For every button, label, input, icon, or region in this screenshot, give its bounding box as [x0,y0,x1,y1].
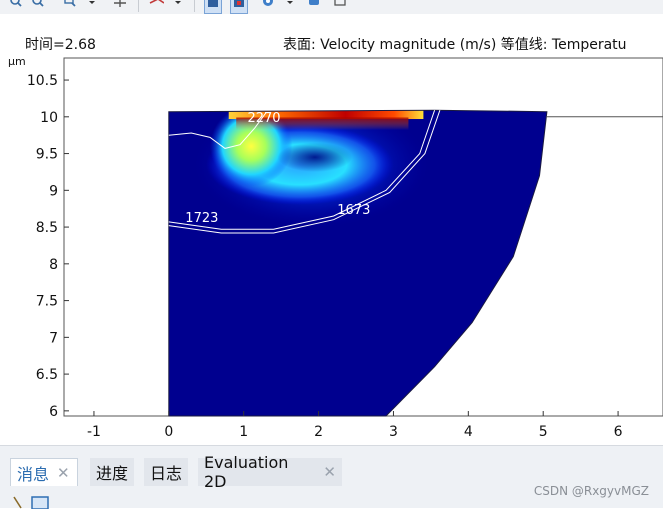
zoom-out-icon[interactable] [30,0,46,12]
temperature-contours: 2270 1723 1673 [168,110,441,234]
x-tick-label: 0 [164,424,173,440]
snapshot-icon[interactable] [306,0,322,12]
chevron-down-icon[interactable] [170,0,186,12]
grid-view-icon[interactable] [204,0,222,14]
contour-label: 1673 [337,203,370,218]
temperature-contour-line [168,110,441,234]
contour-label: 1723 [185,211,218,226]
x-tick-label: -1 [87,424,101,440]
y-tick-label: 10.5 [27,73,58,89]
brush-icon[interactable] [12,494,24,509]
y-tick-label: 7 [49,330,58,346]
time-label: 时间=2.68 [25,37,96,53]
x-tick-label: 3 [389,424,398,440]
contour-label: 2270 [247,111,280,126]
y-tick-label: 6 [49,404,58,420]
plot-toolbar [0,0,663,14]
y-tick-label: 8 [49,257,58,273]
plot-settings-icon[interactable] [230,0,248,14]
zoom-box-icon[interactable] [62,0,78,12]
y-tick-label: 7.5 [36,294,58,310]
close-icon[interactable]: ✕ [57,463,70,482]
scene-light-icon[interactable] [260,0,276,12]
tab-log[interactable]: 日志 [144,458,188,486]
y-tick-label: 9.5 [36,147,58,163]
x-tick-label: 5 [539,424,548,440]
y-tick-label: 10 [40,110,58,126]
plot-description: 表面: Velocity magnitude (m/s) 等值线: Temper… [283,37,627,53]
bottom-panel: 消息 ✕ 进度 日志 Evaluation 2D ✕ CSDN @RxgyvMG… [0,445,663,510]
x-tick-label: 4 [464,424,473,440]
x-tick-label: 6 [614,424,623,440]
chevron-down-icon[interactable] [84,0,100,12]
tab-label: 进度 [96,464,129,483]
chevron-down-icon[interactable] [282,0,298,12]
domain-outline [168,109,548,417]
velocity-vortex-core [277,142,353,172]
velocity-plot[interactable]: 2270 1723 1673 -1 0 1 2 3 4 5 6 6 6.5 7 7.5 8 8.5 9 9.5 10… [0,14,663,444]
zoom-extents-icon[interactable] [112,0,128,12]
tab-progress[interactable]: 进度 [90,458,134,486]
y-unit-label: µm [8,55,26,68]
x-tick-label: 1 [239,424,248,440]
zoom-in-icon[interactable] [8,0,24,12]
tab-label: 日志 [150,464,183,483]
tab-label: 消息 [17,464,50,484]
surface-hot-band-fade [236,117,409,131]
tab-messages[interactable]: 消息 ✕ [10,458,78,486]
x-tick-label: 2 [314,424,323,440]
y-tick-label: 6.5 [36,367,58,383]
temperature-contour-line [168,110,436,230]
clear-icon[interactable] [30,494,50,510]
surface-hot-band [228,110,424,120]
message-tools [12,494,50,510]
y-tick-label: 8.5 [36,220,58,236]
axes: -1 0 1 2 3 4 5 6 6 6.5 7 7.5 8 8.5 9 9.5 10 10.5µm [8,55,623,440]
camera-view-icon[interactable] [148,0,164,12]
tab-label: Evaluation 2D [204,453,289,491]
y-tick-label: 9 [49,183,58,199]
watermark: CSDN @RxgyvMGZ [533,484,649,498]
close-icon[interactable]: ✕ [323,463,336,481]
velocity-surface [168,110,547,416]
tab-evaluation-2d[interactable]: Evaluation 2D ✕ [198,453,342,491]
temperature-contour-line [168,112,267,149]
print-icon[interactable] [332,0,348,12]
